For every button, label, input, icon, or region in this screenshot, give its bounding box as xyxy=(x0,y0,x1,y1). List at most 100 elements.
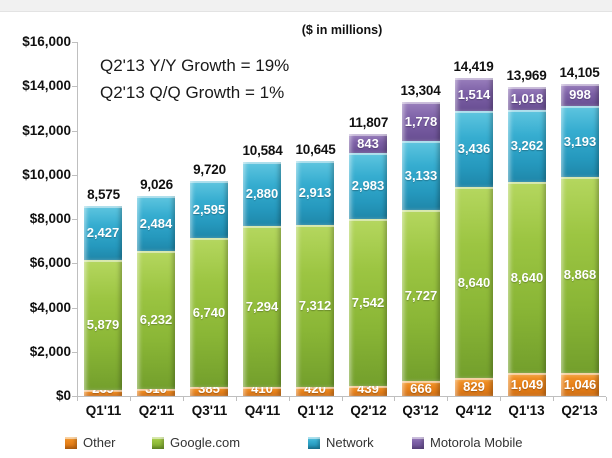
y-axis-tick-label: $4,000 xyxy=(29,299,71,315)
bar-segment-value: 7,312 xyxy=(298,298,332,313)
growth-annotation-line-2: Q2'13 Q/Q Growth = 1% xyxy=(100,83,285,102)
x-axis-tick xyxy=(183,397,184,401)
y-axis-tick-label: $8,000 xyxy=(29,211,71,226)
bar-segment-motorola-mobile: 1,018 xyxy=(508,87,546,110)
bar-segment-google-com: 8,640 xyxy=(455,187,493,378)
bar-segment-other: 385 xyxy=(190,382,228,396)
y-axis-tick-label: $16,000 xyxy=(22,34,71,49)
x-axis-category-label: Q4'12 xyxy=(455,403,492,418)
bar-segment-google-com: 6,740 xyxy=(190,238,228,387)
legend-label: Google.com xyxy=(170,435,241,450)
y-axis-tick xyxy=(72,130,77,132)
bar-segment-motorola-mobile: 998 xyxy=(561,84,599,106)
x-axis-tick xyxy=(447,397,448,401)
bar-total-label: 11,807 xyxy=(348,115,389,130)
bar-segment-network: 2,484 xyxy=(137,196,175,251)
x-axis-tick xyxy=(342,397,343,401)
legend-item-other: Other xyxy=(65,436,116,450)
bar-segment-other: 410 xyxy=(243,382,281,396)
bar-total-label: 13,304 xyxy=(400,83,441,98)
bar-segment-other: 666 xyxy=(402,381,440,396)
bar-segment-value: 666 xyxy=(410,381,432,396)
bar-segment-google-com: 7,727 xyxy=(402,210,440,381)
x-axis-tick xyxy=(500,397,501,401)
bar-segment-value: 7,727 xyxy=(404,287,438,303)
x-axis-line xyxy=(77,396,606,397)
bar-segment-value: 998 xyxy=(569,87,591,102)
bar-segment-other: 439 xyxy=(349,382,387,396)
bar-segment-value: 1,049 xyxy=(510,376,544,392)
x-axis-category-label: Q2'12 xyxy=(350,403,387,418)
legend-swatch-icon xyxy=(152,437,164,449)
x-axis-tick xyxy=(130,397,131,401)
bar-segment-other: 829 xyxy=(455,378,493,396)
y-axis-tick-label: $0 xyxy=(55,388,71,403)
bar-total-label: 9,720 xyxy=(193,162,226,177)
y-axis-tick-label: $12,000 xyxy=(22,122,71,138)
bar-segment-other: 310 xyxy=(137,382,175,396)
bar-total-label: 14,105 xyxy=(559,65,600,80)
legend-item-motorola-mobile: Motorola Mobile xyxy=(412,436,523,450)
bar-segment-network: 3,133 xyxy=(402,141,440,210)
y-axis-tick xyxy=(72,42,77,43)
legend-item-google-com: Google.com xyxy=(152,436,240,450)
x-axis-category-label: Q4'11 xyxy=(244,403,281,418)
bar-total-label: 8,575 xyxy=(87,187,120,202)
x-axis-category-label: Q1'11 xyxy=(85,403,122,418)
window-top-band xyxy=(0,0,612,12)
x-axis-category-label: Q3'11 xyxy=(191,403,228,418)
bar-segment-value: 3,436 xyxy=(457,141,491,156)
x-axis-tick xyxy=(394,397,395,401)
bar-segment-value: 8,868 xyxy=(563,267,597,282)
bar-segment-value: 2,484 xyxy=(139,215,173,231)
legend-label: Other xyxy=(83,435,116,450)
x-axis-category-label: Q3'12 xyxy=(402,403,439,418)
bar-segment-google-com: 7,542 xyxy=(349,219,387,386)
legend-swatch-icon xyxy=(65,437,77,449)
legend-swatch-icon xyxy=(308,437,320,449)
bar-segment-value: 6,232 xyxy=(139,312,173,327)
bar-segment-network: 2,595 xyxy=(190,181,228,238)
x-axis-category-label: Q2'11 xyxy=(138,403,175,418)
bar-segment-other: 269 xyxy=(84,382,122,396)
y-axis-tick xyxy=(72,307,77,309)
bar-segment-value: 1,778 xyxy=(404,113,438,129)
bar-total-label: 10,584 xyxy=(242,143,283,158)
bar-segment-google-com: 7,294 xyxy=(243,226,281,387)
bar-segment-network: 2,880 xyxy=(243,162,281,226)
x-axis-tick xyxy=(553,397,554,401)
y-axis-line xyxy=(77,42,78,396)
bar-segment-other: 420 xyxy=(296,382,334,396)
y-axis-tick xyxy=(72,351,77,353)
bar-segment-motorola-mobile: 843 xyxy=(349,134,387,153)
growth-annotation-line-1: Q2'13 Y/Y Growth = 19% xyxy=(100,56,290,75)
x-axis-tick xyxy=(77,397,78,401)
bar-segment-network: 2,983 xyxy=(349,153,387,219)
bar-segment-network: 3,436 xyxy=(455,111,493,187)
bar-segment-network: 2,427 xyxy=(84,206,122,260)
bar-segment-google-com: 5,879 xyxy=(84,260,122,390)
y-axis-tick xyxy=(72,396,77,397)
bar-segment-value: 3,262 xyxy=(510,138,544,153)
bar-segment-google-com: 7,312 xyxy=(296,225,334,387)
bar-segment-value: 6,740 xyxy=(192,304,226,320)
y-axis-tick xyxy=(72,219,77,220)
legend-swatch-icon xyxy=(412,437,424,449)
x-axis-category-label: Q1'12 xyxy=(297,403,334,418)
bar-segment-google-com: 8,868 xyxy=(561,177,599,373)
y-axis-tick-label: $2,000 xyxy=(29,343,71,359)
bar-segment-motorola-mobile: 1,514 xyxy=(455,78,493,111)
y-axis-tick xyxy=(72,86,77,88)
bar-segment-value: 1,046 xyxy=(563,376,597,392)
bar-segment-value: 1,018 xyxy=(510,90,544,106)
bar-segment-network: 3,262 xyxy=(508,110,546,182)
bar-segment-value: 8,640 xyxy=(457,274,491,290)
bar-segment-value: 843 xyxy=(357,135,379,151)
bar-segment-value: 8,640 xyxy=(510,269,544,285)
legend-label: Motorola Mobile xyxy=(430,435,523,450)
y-axis-tick-label: $6,000 xyxy=(29,255,71,271)
y-axis-tick-label: $10,000 xyxy=(22,166,71,182)
legend-item-network: Network xyxy=(308,436,374,450)
legend-label: Network xyxy=(326,435,374,450)
